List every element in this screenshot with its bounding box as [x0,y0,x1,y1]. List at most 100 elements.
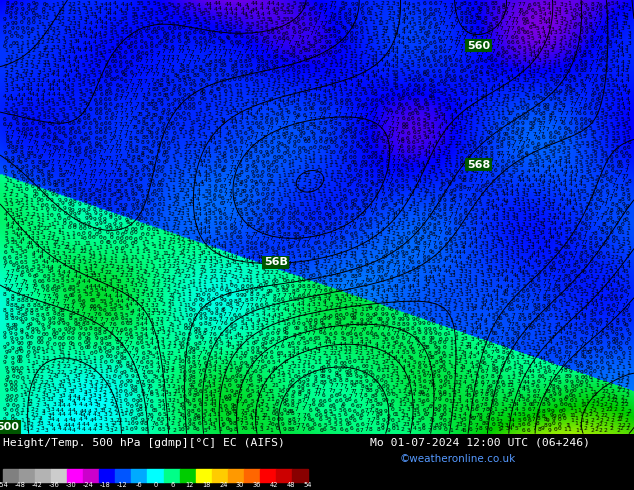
Text: 1: 1 [523,92,527,97]
Text: 2: 2 [590,288,594,293]
Text: 9: 9 [63,198,67,203]
Text: 7: 7 [131,346,134,351]
Text: 3: 3 [63,30,67,35]
Text: 1: 1 [51,350,55,355]
Text: 0: 0 [627,337,631,342]
Text: 7: 7 [344,385,347,390]
Text: 6: 6 [386,332,390,337]
Text: 1: 1 [6,55,10,60]
Text: 8: 8 [552,384,555,389]
Text: 8: 8 [332,26,335,31]
Text: 2: 2 [327,259,331,264]
Text: 2: 2 [559,314,563,318]
Text: 5: 5 [323,412,327,417]
Text: 4: 4 [30,92,34,98]
Text: 1: 1 [299,202,302,207]
Bar [100,469,115,482]
Text: 8: 8 [43,302,46,307]
Text: 6: 6 [77,129,81,135]
Text: 8: 8 [290,403,294,408]
Text: 2: 2 [166,327,170,332]
Text: 3: 3 [120,285,124,290]
Text: 1: 1 [515,355,519,360]
Text: 7: 7 [614,178,618,183]
Text: 4: 4 [614,41,618,46]
Text: 5: 5 [492,317,496,321]
Text: 7: 7 [264,352,268,357]
Text: 4: 4 [48,83,51,88]
Text: 7: 7 [591,331,595,336]
Text: 6: 6 [401,154,404,159]
Text: 6: 6 [321,393,325,398]
Text: 5: 5 [586,170,590,175]
Text: 5: 5 [431,259,435,264]
Text: 3: 3 [514,213,518,218]
Text: 2: 2 [160,273,164,278]
Text: 6: 6 [512,160,515,165]
Text: 7: 7 [141,380,145,385]
Text: 3: 3 [209,132,213,137]
Text: 8: 8 [365,126,369,131]
Text: 3: 3 [479,245,482,250]
Text: 9: 9 [583,11,586,16]
Text: 5: 5 [61,98,65,102]
Text: 2: 2 [128,273,132,278]
Text: 4: 4 [484,89,488,94]
Text: 5: 5 [389,198,393,203]
Text: 9: 9 [564,385,568,390]
Text: 3: 3 [235,111,238,116]
Text: 1: 1 [291,73,295,77]
Text: 1: 1 [172,317,176,322]
Text: 5: 5 [46,274,50,279]
Text: 1: 1 [607,254,611,259]
Text: 1: 1 [397,407,401,412]
Text: 7: 7 [63,170,67,175]
Text: 5: 5 [527,394,531,399]
Text: 8: 8 [92,321,96,326]
Text: 6: 6 [575,242,579,247]
Text: 3: 3 [450,283,453,288]
Text: 1: 1 [120,259,124,264]
Text: 3: 3 [507,207,511,212]
Text: 0: 0 [160,178,164,183]
Text: 8: 8 [191,69,195,74]
Text: 4: 4 [210,245,214,250]
Text: 9: 9 [9,15,13,21]
Text: 2: 2 [339,69,342,74]
Text: 5: 5 [453,89,456,94]
Text: 9: 9 [265,211,269,216]
Text: 0: 0 [264,196,268,201]
Text: 0: 0 [361,3,365,8]
Text: 0: 0 [443,354,446,359]
Text: 7: 7 [459,206,463,211]
Text: 4: 4 [119,294,123,299]
Text: 5: 5 [213,207,217,212]
Text: 2: 2 [454,317,458,321]
Text: 6: 6 [227,36,231,41]
Text: 6: 6 [348,397,352,402]
Text: 9: 9 [437,390,441,395]
Text: 5: 5 [224,232,228,237]
Text: 1: 1 [252,89,255,94]
Text: 9: 9 [439,422,443,427]
Text: 9: 9 [86,332,90,337]
Text: 3: 3 [600,288,604,293]
Text: 8: 8 [53,180,56,185]
Text: 5: 5 [401,187,404,192]
Text: 7: 7 [596,217,600,221]
Text: 5: 5 [410,60,414,65]
Text: 6: 6 [536,278,540,283]
Text: 4: 4 [574,202,578,207]
Text: 9: 9 [292,140,296,145]
Text: 2: 2 [455,293,459,298]
Text: 2: 2 [35,413,39,418]
Text: 2: 2 [621,402,624,407]
Text: 5: 5 [244,416,247,421]
Text: 7: 7 [223,312,226,317]
Text: 8: 8 [470,15,474,20]
Text: 1: 1 [181,122,185,127]
Text: 9: 9 [249,199,252,204]
Text: 9: 9 [6,403,10,408]
Text: 1: 1 [314,361,318,366]
Text: 0: 0 [9,380,13,385]
